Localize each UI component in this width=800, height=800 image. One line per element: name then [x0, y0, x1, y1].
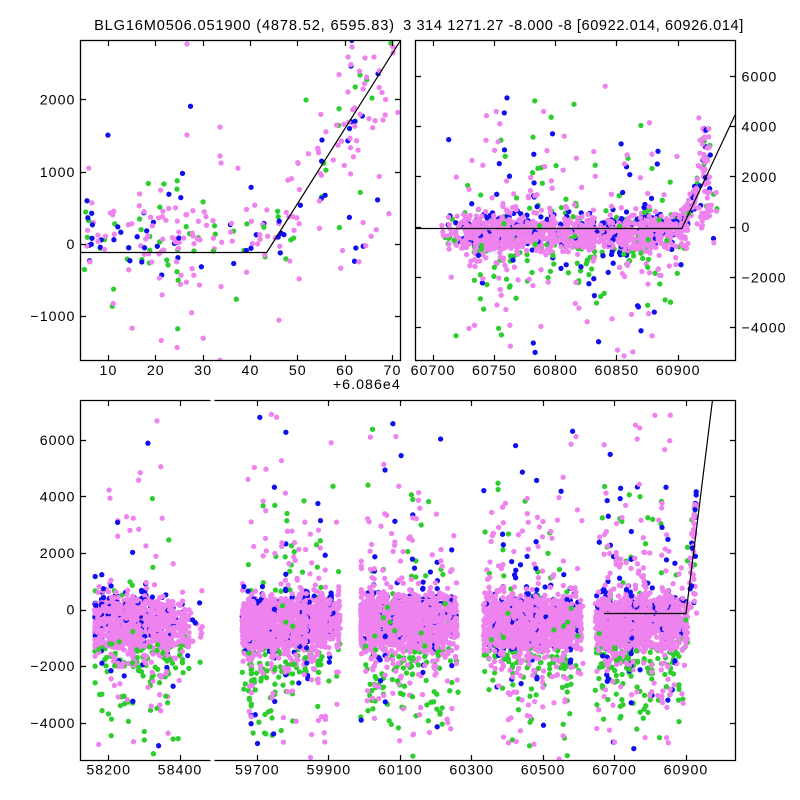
svg-text:60900: 60900 [664, 763, 709, 779]
svg-text:4000: 4000 [40, 490, 76, 506]
svg-text:BLG16M0506.051900 (4878.52, 65: BLG16M0506.051900 (4878.52, 6595.83) [94, 18, 395, 34]
svg-text:+6.086e4: +6.086e4 [333, 377, 401, 393]
svg-text:2000: 2000 [742, 170, 778, 186]
svg-text:58400: 58400 [158, 763, 203, 779]
svg-text:58200: 58200 [86, 763, 131, 779]
svg-text:60750: 60750 [472, 363, 517, 379]
svg-text:−2000: −2000 [30, 659, 75, 675]
svg-text:3 314 1271.27 -8.000 -8 [60922: 3 314 1271.27 -8.000 -8 [60922.014, 6092… [403, 18, 744, 34]
svg-text:50: 50 [289, 363, 307, 379]
svg-text:59700: 59700 [235, 763, 280, 779]
svg-text:6000: 6000 [40, 433, 76, 449]
svg-text:1000: 1000 [40, 165, 76, 181]
svg-text:10: 10 [100, 363, 118, 379]
svg-text:4000: 4000 [742, 120, 778, 136]
svg-text:60800: 60800 [533, 363, 578, 379]
svg-text:60700: 60700 [592, 763, 637, 779]
svg-text:0: 0 [67, 603, 76, 619]
svg-text:6000: 6000 [742, 69, 778, 85]
svg-text:60850: 60850 [595, 363, 640, 379]
svg-text:59900: 59900 [307, 763, 352, 779]
svg-text:60900: 60900 [656, 363, 701, 379]
svg-text:−1000: −1000 [30, 309, 75, 325]
svg-text:−4000: −4000 [30, 716, 75, 732]
svg-text:2000: 2000 [40, 93, 76, 109]
svg-text:0: 0 [67, 237, 76, 253]
svg-text:0: 0 [742, 220, 751, 236]
svg-text:−4000: −4000 [742, 321, 787, 337]
svg-text:2000: 2000 [40, 546, 76, 562]
svg-text:20: 20 [147, 363, 165, 379]
svg-text:70: 70 [384, 363, 402, 379]
svg-text:60100: 60100 [378, 763, 423, 779]
svg-text:60500: 60500 [521, 763, 566, 779]
svg-text:60: 60 [336, 363, 354, 379]
svg-text:30: 30 [194, 363, 212, 379]
svg-text:60300: 60300 [449, 763, 494, 779]
svg-text:40: 40 [242, 363, 260, 379]
svg-text:60700: 60700 [411, 363, 456, 379]
svg-text:−2000: −2000 [742, 271, 787, 287]
